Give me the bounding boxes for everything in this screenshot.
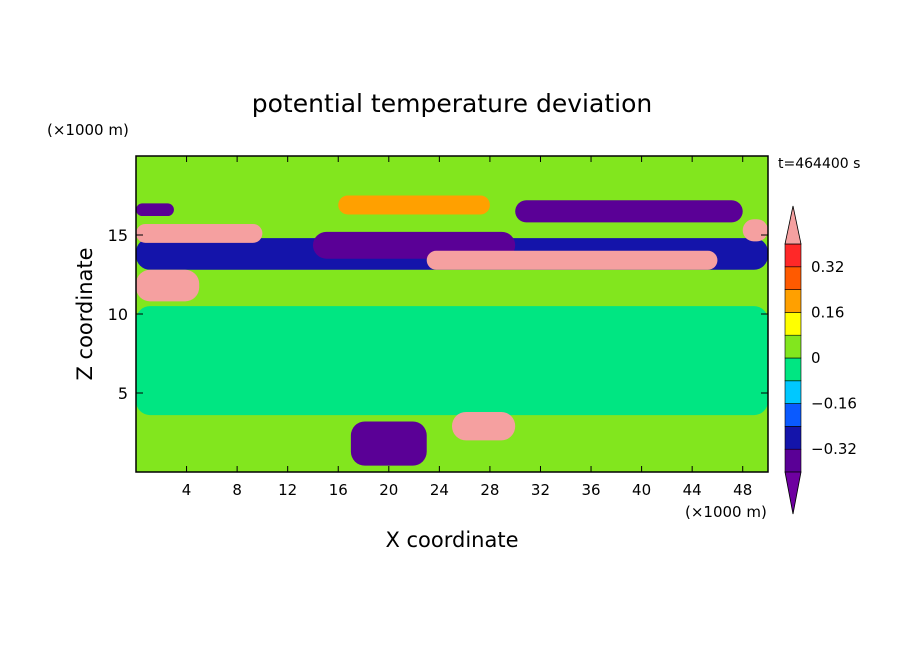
x-tick-label: 20 (379, 481, 398, 499)
colorbar (784, 205, 802, 515)
contour-region-upper-layer-green (136, 156, 768, 212)
x-tick-label: 16 (329, 481, 348, 499)
colorbar-segment (784, 312, 802, 336)
x-tick-label: 44 (683, 481, 702, 499)
y-axis-label: Z coordinate (73, 247, 97, 380)
x-axis-unit: (×1000 m) (685, 503, 767, 521)
y-tick-label: 5 (118, 384, 128, 403)
colorbar-segment (784, 403, 802, 427)
y-tick-label: 10 (108, 305, 128, 324)
contour-region-warm-band-west-15km (136, 223, 263, 243)
colorbar-under-arrow (784, 471, 802, 515)
contour-region-mid-troposphere-cool (136, 306, 768, 416)
contour-plot-area (136, 156, 768, 472)
colorbar-segment (784, 266, 802, 290)
contour-region-warm-band-edge-15km (742, 219, 768, 242)
colorbar-label: 0 (811, 349, 821, 367)
x-tick-label: 8 (232, 481, 242, 499)
contour-region-warm-patch-11km (136, 269, 200, 302)
contour-region-boundary-layer-cold (350, 421, 427, 466)
colorbar-segment (784, 334, 802, 359)
time-label: t=464400 s (778, 156, 860, 172)
y-tick-label: 15 (108, 226, 128, 245)
colorbar-segment (784, 243, 802, 268)
x-tick-label: 32 (531, 481, 550, 499)
x-axis-ticks: 4 8 12 16 20 24 28 32 36 40 44 48 (182, 156, 752, 499)
contour-region-boundary-layer-warm (452, 411, 516, 441)
x-tick-label: 48 (733, 481, 752, 499)
y-axis-ticks: 5 10 15 (108, 226, 768, 403)
x-tick-label: 28 (480, 481, 499, 499)
chart-title: potential temperature deviation (252, 89, 652, 118)
colorbar-segment (784, 448, 802, 473)
colorbar-label: −0.16 (811, 395, 857, 413)
contour-region-cold-core-west-16km (136, 203, 174, 217)
x-tick-label: 40 (632, 481, 651, 499)
colorbar-label: 0.32 (811, 258, 844, 276)
x-tick-label: 36 (581, 481, 600, 499)
y-axis-unit: (×1000 m) (47, 121, 129, 139)
colorbar-segment (784, 426, 802, 450)
x-tick-label: 4 (182, 481, 192, 499)
colorbar-segment (784, 289, 802, 313)
contour-region-cold-core-east-16km (515, 200, 743, 223)
colorbar-segment (784, 357, 802, 382)
colorbar-segment (784, 380, 802, 404)
x-tick-label: 24 (430, 481, 449, 499)
x-tick-label: 12 (278, 481, 297, 499)
colorbar-labels: 0.32 0.16 0 −0.16 −0.32 (811, 258, 857, 458)
x-axis-label: X coordinate (385, 528, 518, 552)
contour-region-warm-band-east-13km (426, 250, 718, 270)
contour-region-warm-ring-17km (338, 195, 490, 215)
colorbar-over-arrow (784, 205, 802, 245)
colorbar-label: −0.32 (811, 440, 857, 458)
colorbar-label: 0.16 (811, 303, 844, 321)
